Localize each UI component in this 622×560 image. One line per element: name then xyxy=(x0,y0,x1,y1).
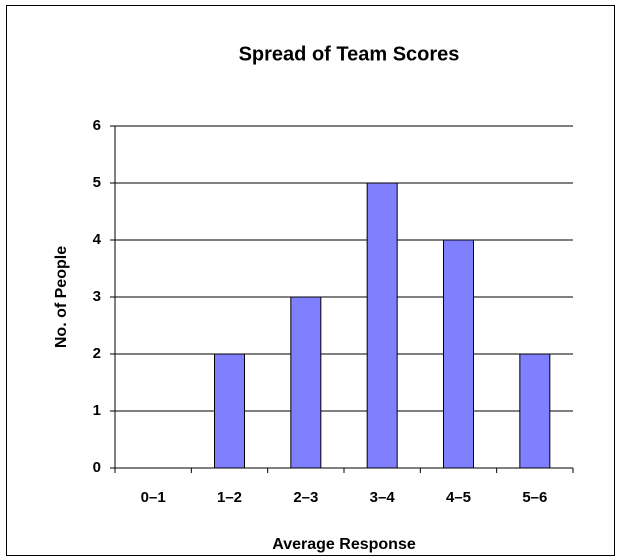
x-tick-label: 2–3 xyxy=(293,489,318,506)
y-tick-label: 5 xyxy=(93,174,101,191)
y-tick-label: 3 xyxy=(93,288,101,305)
bar xyxy=(519,353,551,469)
y-tick-label: 2 xyxy=(93,345,101,362)
x-tick-label: 1–2 xyxy=(217,489,242,506)
bar xyxy=(366,182,398,469)
x-axis-label: Average Response xyxy=(272,536,416,553)
x-tick-label: 0–1 xyxy=(141,489,166,506)
y-tick-label: 4 xyxy=(93,231,102,248)
bar xyxy=(290,296,322,469)
y-tick-label: 1 xyxy=(93,402,101,419)
bar xyxy=(214,353,245,469)
x-tick-label: 5–6 xyxy=(522,489,547,506)
y-tick-label: 0 xyxy=(93,459,101,476)
y-axis-label: No. of People xyxy=(53,246,70,348)
x-tick-label: 3–4 xyxy=(370,489,396,506)
y-tick-label: 6 xyxy=(93,117,101,134)
x-tick-label: 4–5 xyxy=(446,489,471,506)
bar xyxy=(443,239,474,469)
chart-title: Spread of Team Scores xyxy=(239,43,460,65)
